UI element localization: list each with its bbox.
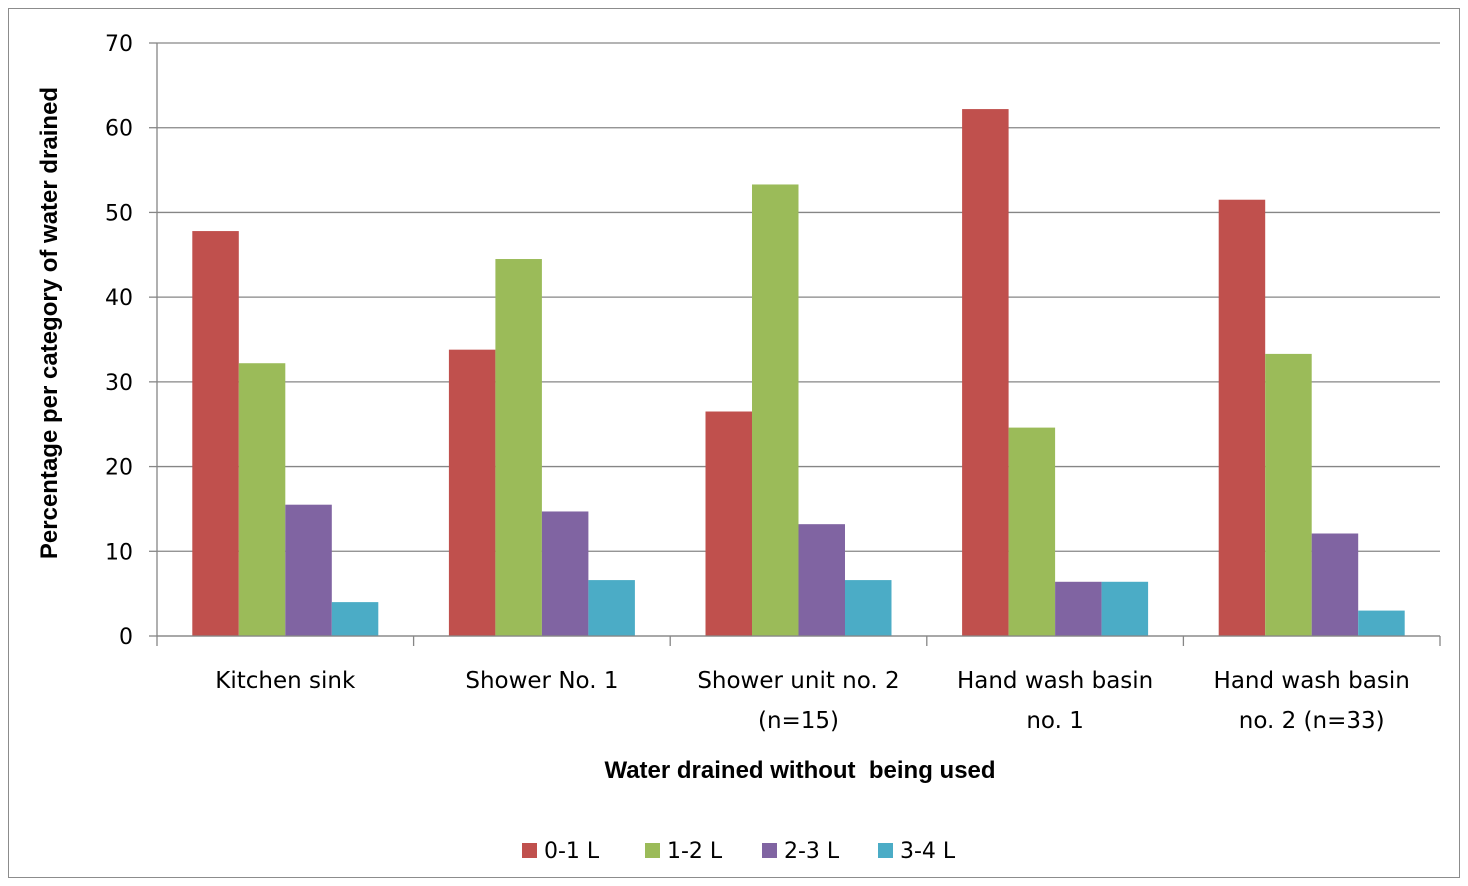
bar-3-4L-5	[1358, 610, 1405, 636]
legend-swatch-3-4L	[878, 843, 893, 858]
x-category-label: Shower unit no. 2	[697, 668, 899, 694]
legend-swatch-1-2L	[645, 843, 660, 858]
legend-label: 0-1 L	[544, 839, 600, 864]
x-category-label: (n=15)	[758, 708, 839, 734]
y-tick-label: 0	[119, 625, 133, 650]
bar-1-2L-3	[752, 184, 799, 637]
bar-0-1L-5	[1218, 199, 1266, 636]
y-tick-label: 40	[105, 286, 133, 311]
x-category-label: Shower No. 1	[465, 668, 618, 694]
x-category-label: no. 2 (n=33)	[1239, 708, 1385, 734]
bar-3-4L-3	[845, 580, 892, 636]
bar-2-3L-1	[285, 504, 332, 636]
y-axis-title: Percentage per category of water drained	[36, 87, 63, 559]
bar-0-1L-2	[448, 349, 496, 636]
bar-2-3L-4	[1055, 581, 1102, 636]
legend-swatch-0-1L	[522, 843, 537, 858]
x-category-label: no. 1	[1026, 708, 1084, 734]
y-tick-label: 20	[105, 456, 133, 481]
bar-2-3L-3	[798, 524, 845, 636]
bar-3-4L-1	[331, 602, 379, 636]
y-tick-label: 70	[105, 32, 133, 57]
x-category-label: Hand wash basin	[957, 668, 1153, 694]
bar-0-1L-1	[192, 231, 239, 636]
x-category-label: Hand wash basin	[1214, 668, 1410, 694]
bar-1-2L-1	[238, 363, 286, 636]
legend-label: 2-3 L	[784, 839, 840, 864]
bar-1-2L-2	[495, 259, 542, 636]
bar-0-1L-4	[962, 109, 1009, 636]
bar-3-4L-2	[588, 580, 635, 636]
y-tick-label: 10	[105, 540, 133, 565]
legend-swatch-2-3L	[762, 843, 777, 858]
bar-2-3L-5	[1311, 533, 1359, 636]
bar-3-4L-4	[1101, 581, 1149, 636]
y-tick-label: 50	[105, 201, 133, 226]
y-tick-label: 30	[105, 371, 133, 396]
x-category-label: Kitchen sink	[215, 668, 356, 694]
x-axis-title: Water drained without being used	[604, 757, 995, 784]
legend-label: 1-2 L	[667, 839, 723, 864]
legend-label: 3-4 L	[900, 839, 956, 864]
bar-1-2L-5	[1265, 353, 1312, 636]
bar-2-3L-2	[541, 511, 589, 636]
y-tick-label: 60	[105, 117, 133, 142]
bar-1-2L-4	[1008, 427, 1056, 636]
bar-0-1L-3	[705, 411, 752, 636]
